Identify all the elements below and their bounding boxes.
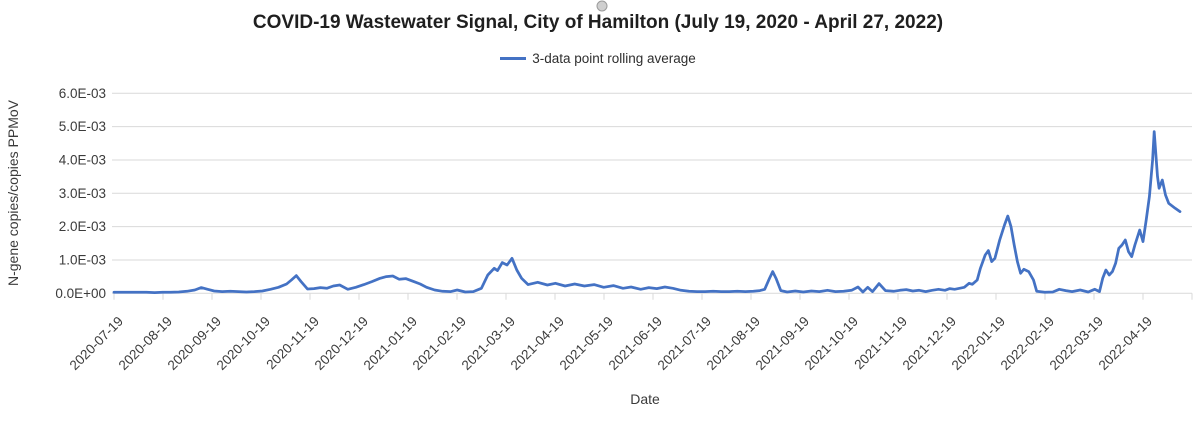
x-tick-label: 2020-10-19 (214, 314, 273, 373)
x-tick-label: 2021-10-19 (802, 314, 861, 373)
chart-resize-handle[interactable] (596, 0, 608, 12)
legend-line-marker (500, 57, 527, 60)
y-tick-label: 0.0E+00 (55, 286, 106, 301)
y-tick-label: 4.0E-03 (59, 152, 106, 167)
y-tick-label: 1.0E-03 (59, 252, 106, 267)
legend-label: 3-data point rolling average (532, 51, 696, 66)
y-tick-label: 2.0E-03 (59, 219, 106, 234)
series-line[interactable] (112, 130, 1182, 294)
y-tick-label: 3.0E-03 (59, 186, 106, 201)
legend[interactable]: 3-data point rolling average (0, 51, 1196, 66)
x-tick-label: 2022-04-19 (1096, 314, 1155, 373)
y-tick-label: 6.0E-03 (59, 86, 106, 101)
y-tick-label: 5.0E-03 (59, 119, 106, 134)
chart-title: COVID-19 Wastewater Signal, City of Hami… (252, 12, 944, 33)
y-axis-title: N-gene copies/copies PPMoV (5, 100, 21, 286)
x-axis-title: Date (630, 391, 660, 407)
